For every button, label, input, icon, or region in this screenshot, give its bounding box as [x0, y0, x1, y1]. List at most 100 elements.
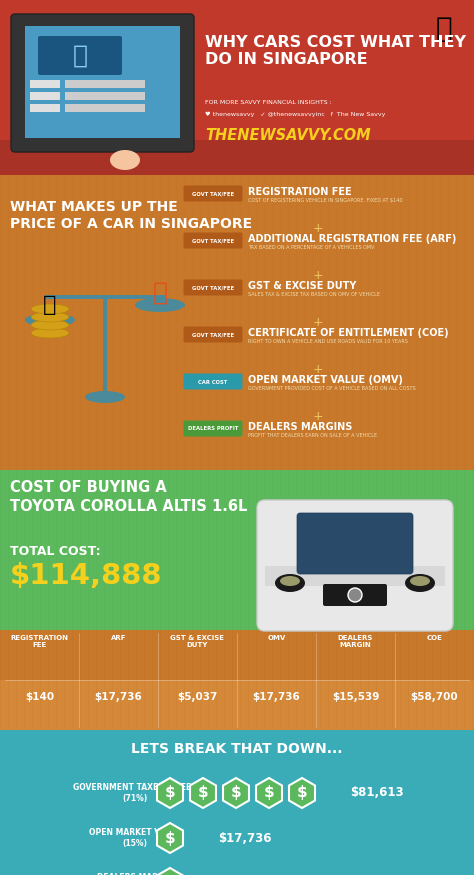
Bar [288, 175, 289, 470]
Bar [30, 92, 60, 100]
Bar [424, 470, 425, 630]
Bar [0, 0, 474, 175]
Bar [256, 630, 257, 730]
Bar [416, 630, 417, 730]
Bar [256, 175, 257, 470]
Bar [64, 470, 65, 630]
Text: +: + [313, 410, 323, 423]
Bar [65, 80, 145, 88]
Bar [272, 175, 273, 470]
Bar [280, 630, 281, 730]
Bar [16, 470, 17, 630]
Bar [192, 630, 193, 730]
Bar [103, 295, 107, 395]
Bar [296, 470, 297, 630]
Text: GOVT TAX/FEE: GOVT TAX/FEE [192, 332, 234, 338]
Bar [45, 295, 165, 299]
Bar [392, 630, 393, 730]
Bar [376, 470, 377, 630]
Bar [392, 470, 393, 630]
Bar [368, 470, 369, 630]
Bar [25, 26, 180, 138]
Bar [416, 175, 417, 470]
Bar [320, 470, 321, 630]
Bar [160, 630, 161, 730]
Bar [344, 175, 345, 470]
Bar [232, 470, 233, 630]
Bar [80, 175, 81, 470]
Bar [80, 470, 81, 630]
Bar [384, 470, 385, 630]
Bar [64, 175, 65, 470]
Bar [240, 175, 241, 470]
Bar [360, 175, 361, 470]
Bar [392, 175, 393, 470]
Bar [176, 470, 177, 630]
Ellipse shape [405, 574, 435, 592]
Bar [280, 175, 281, 470]
Ellipse shape [31, 320, 69, 330]
Bar [120, 175, 121, 470]
Bar [368, 175, 369, 470]
Bar [384, 175, 385, 470]
Bar [272, 630, 273, 730]
Bar [208, 175, 209, 470]
Bar [80, 630, 81, 730]
Bar [336, 175, 337, 470]
Bar [472, 630, 473, 730]
Ellipse shape [410, 576, 430, 586]
Bar [96, 470, 97, 630]
Text: TOTAL COST:: TOTAL COST: [10, 545, 100, 558]
Bar [344, 470, 345, 630]
Bar [88, 470, 89, 630]
Text: ARF: ARF [111, 635, 126, 641]
Text: 🚗: 🚗 [153, 281, 167, 305]
Bar [424, 175, 425, 470]
Bar [0, 140, 474, 175]
Bar [448, 470, 449, 630]
Text: FOR MORE SAVVY FINANCIAL INSIGHTS :: FOR MORE SAVVY FINANCIAL INSIGHTS : [205, 100, 332, 105]
Bar [0, 630, 1, 730]
Bar [280, 470, 281, 630]
Bar [64, 630, 65, 730]
Text: GOVT TAX/FEE: GOVT TAX/FEE [192, 192, 234, 197]
Text: GST & EXCISE DUTY: GST & EXCISE DUTY [248, 281, 356, 291]
Bar [120, 470, 121, 630]
Text: TAX BASED ON A PERCENTAGE OF A VEHICLES OMV: TAX BASED ON A PERCENTAGE OF A VEHICLES … [248, 245, 374, 250]
Text: $5,037: $5,037 [177, 692, 218, 702]
Bar [184, 175, 185, 470]
Ellipse shape [135, 298, 185, 312]
Text: DEALERS PROFIT: DEALERS PROFIT [188, 426, 238, 431]
Bar [72, 630, 73, 730]
Bar [136, 175, 137, 470]
Text: DEALERS MARGINS: DEALERS MARGINS [248, 422, 352, 432]
Bar [144, 630, 145, 730]
Bar [432, 630, 433, 730]
Text: 🔑: 🔑 [436, 15, 452, 43]
FancyBboxPatch shape [183, 421, 243, 437]
Text: 🚗: 🚗 [73, 44, 88, 68]
Text: $: $ [264, 786, 274, 801]
Bar [304, 470, 305, 630]
FancyBboxPatch shape [183, 279, 243, 296]
Bar [168, 175, 169, 470]
Bar [216, 175, 217, 470]
Text: GOVERNMENT TAXES & FEES
(71%): GOVERNMENT TAXES & FEES (71%) [73, 783, 197, 803]
Bar [16, 630, 17, 730]
Bar [112, 470, 113, 630]
Ellipse shape [31, 312, 69, 322]
Bar [256, 470, 257, 630]
Bar [96, 175, 97, 470]
Bar [32, 175, 33, 470]
Bar [408, 470, 409, 630]
Text: $15,539: $15,539 [332, 692, 379, 702]
Bar [368, 630, 369, 730]
Bar [104, 630, 105, 730]
Bar [24, 470, 25, 630]
Bar [0, 175, 1, 470]
Text: DEALERS MARGIN
(14%): DEALERS MARGIN (14%) [97, 873, 173, 875]
Bar [232, 630, 233, 730]
Text: OPEN MARKET VALUE
(15%): OPEN MARKET VALUE (15%) [89, 828, 182, 848]
Bar [408, 175, 409, 470]
Bar [224, 175, 225, 470]
